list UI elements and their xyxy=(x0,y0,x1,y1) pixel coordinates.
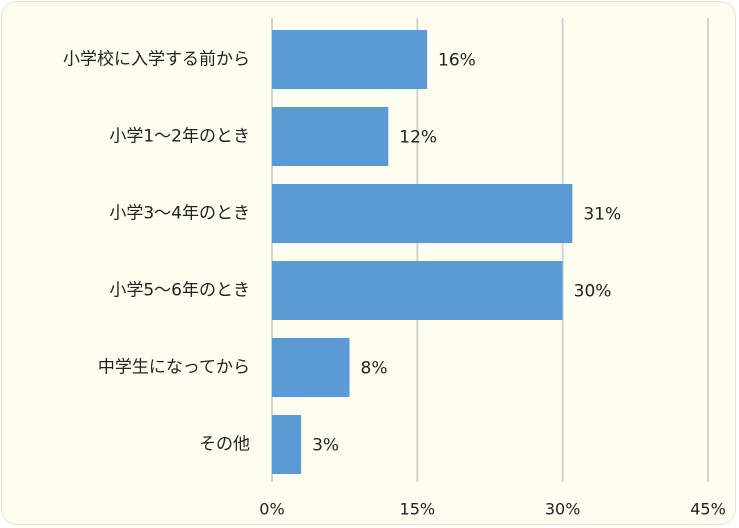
data-label: 12% xyxy=(399,128,437,148)
category-label: 小学3～4年のとき xyxy=(109,204,250,224)
category-label: 小学校に入学する前から xyxy=(63,50,250,70)
data-label: 8% xyxy=(361,359,388,379)
bar xyxy=(272,107,389,166)
bar xyxy=(272,338,350,397)
x-tick-label: 45% xyxy=(690,500,726,519)
bar xyxy=(272,184,573,243)
category-label: 小学1～2年のとき xyxy=(109,127,250,147)
bar xyxy=(272,261,563,320)
data-label: 16% xyxy=(438,51,476,71)
x-axis-tick-labels: 0% 15% 30% 45% xyxy=(259,500,725,519)
category-label: 小学5～6年のとき xyxy=(109,281,250,301)
x-tick-label: 15% xyxy=(400,500,436,519)
bars xyxy=(272,30,573,474)
data-label: 30% xyxy=(574,282,612,302)
category-labels: 小学校に入学する前から小学1～2年のとき小学3～4年のとき小学5～6年のとき中学… xyxy=(63,50,250,455)
value-labels: 16% 12% 31% 30% 8% 3% xyxy=(312,51,621,456)
x-tick-label: 30% xyxy=(545,500,581,519)
category-label: その他 xyxy=(199,435,250,455)
data-label: 31% xyxy=(583,205,621,225)
bar xyxy=(272,30,428,89)
x-tick-label: 0% xyxy=(259,500,284,519)
data-label: 3% xyxy=(312,436,339,456)
bar xyxy=(272,415,302,474)
gridlines xyxy=(271,18,709,482)
category-label: 中学生になってから xyxy=(98,358,250,378)
